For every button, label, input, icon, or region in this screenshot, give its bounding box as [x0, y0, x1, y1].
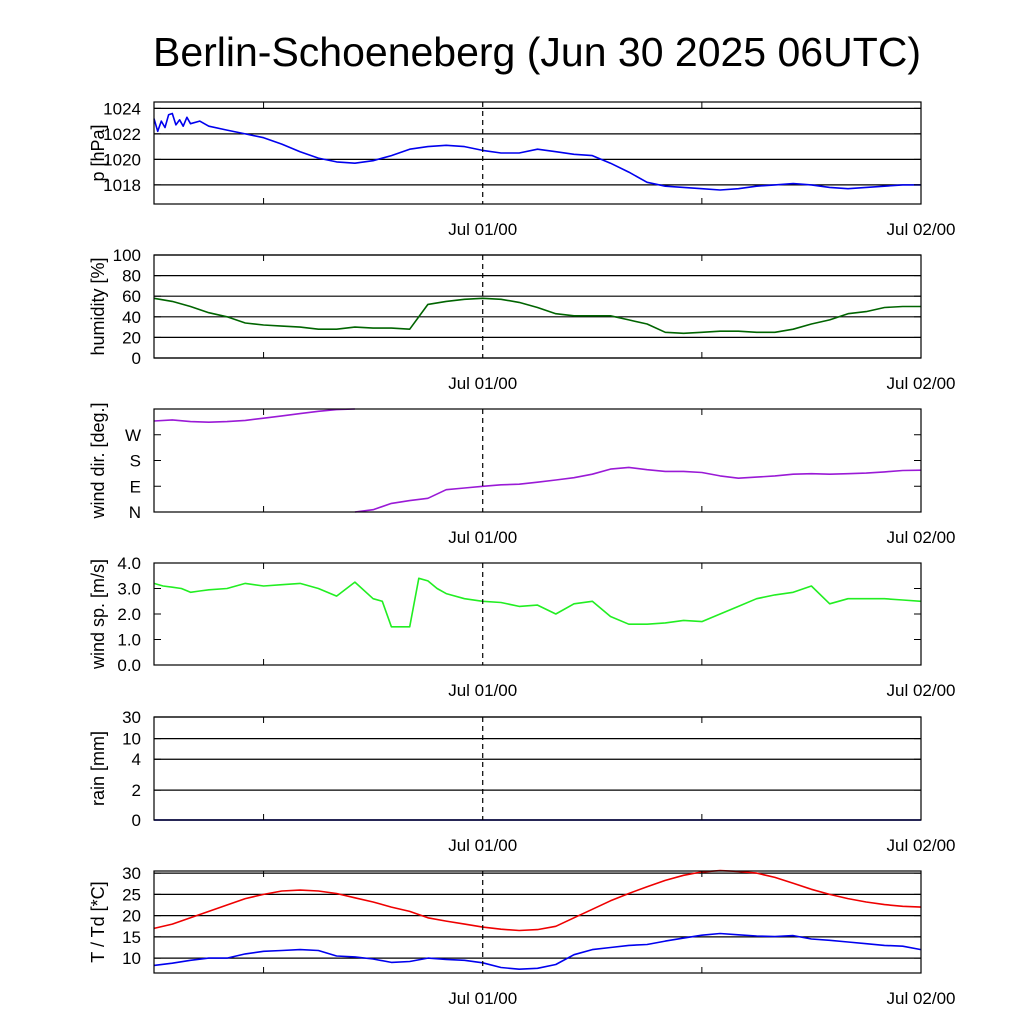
plot-frame	[153, 870, 922, 974]
y-tick-label: N	[129, 503, 141, 522]
series-line-1	[153, 112, 921, 191]
x-tick-label: Jul 01/00	[448, 374, 517, 393]
y-tick-label: 0.0	[117, 656, 141, 675]
series-line-2	[153, 932, 922, 970]
y-tick-label: 2.0	[117, 605, 141, 624]
y-tick-label: 40	[122, 308, 141, 327]
panel-4: 0.0 1.0 2.0 3.0 4.0 Jul 01/00 Jul 02/00 wind sp…	[88, 554, 956, 700]
y-tick-label: 25	[122, 885, 141, 904]
y-tick-label: 1022	[103, 125, 141, 144]
y-tick-label: 60	[122, 287, 141, 306]
y-tick-label: 10	[122, 949, 141, 968]
y-tick-label: S	[130, 452, 141, 471]
x-tick-label: Jul 02/00	[887, 528, 956, 547]
x-tick-label: Jul 02/00	[887, 374, 956, 393]
series-line-1	[153, 869, 922, 932]
panel-5: 0 2 410 30 Jul 01/00 Jul 02/00 rain [mm]	[88, 708, 956, 855]
y-tick-label: 3.0	[117, 580, 141, 599]
y-tick-label: 1.0	[117, 631, 141, 650]
plot-frame	[153, 562, 922, 666]
y-tick-label: E	[130, 477, 141, 496]
y-tick-label: 20	[122, 328, 141, 347]
series-line-1	[153, 408, 355, 423]
y-axis-label: p [hPa]	[88, 124, 108, 181]
y-tick-label: 30	[122, 864, 141, 883]
plot-frame	[153, 716, 922, 821]
plot-frame	[153, 408, 922, 513]
y-axis-label: T / Td [*C]	[88, 881, 108, 962]
y-tick-label: 100	[113, 246, 141, 265]
x-tick-label: Jul 01/00	[448, 220, 517, 239]
x-tick-label: Jul 02/00	[887, 836, 956, 855]
y-axis-label: rain [mm]	[88, 731, 108, 806]
y-tick-label: 2	[132, 781, 141, 800]
y-tick-label: 0	[132, 811, 141, 830]
y-tick-label: W	[125, 426, 141, 445]
chart-title: Berlin-Schoeneberg (Jun 30 2025 06UTC)	[153, 29, 921, 75]
x-tick-label: Jul 02/00	[887, 989, 956, 1008]
y-tick-label: 1024	[103, 99, 141, 118]
y-axis-label: wind dir. [deg.]	[88, 402, 108, 519]
x-tick-label: Jul 01/00	[448, 989, 517, 1008]
y-tick-label: 4	[132, 750, 141, 769]
y-tick-label: 20	[122, 907, 141, 926]
series-line-2	[354, 466, 922, 513]
y-tick-label: 15	[122, 928, 141, 947]
y-tick-label: 1018	[103, 176, 141, 195]
x-tick-label: Jul 02/00	[887, 681, 956, 700]
panel-6: 10 15 20 25 30 Jul 01/00 Jul 02/00 T / Td [*C]	[88, 864, 956, 1008]
x-tick-label: Jul 02/00	[887, 220, 956, 239]
y-tick-label: 1020	[103, 150, 141, 169]
y-tick-label: 80	[122, 267, 141, 286]
plot-frame	[153, 254, 922, 359]
y-tick-label: 4.0	[117, 554, 141, 573]
series-line-1	[153, 577, 922, 628]
x-tick-label: Jul 01/00	[448, 836, 517, 855]
y-tick-label: 0	[132, 349, 141, 368]
series-line-1	[153, 297, 921, 335]
y-axis-label: wind sp. [m/s]	[88, 559, 108, 670]
x-tick-label: Jul 01/00	[448, 681, 517, 700]
y-tick-label: 10	[122, 730, 141, 749]
panel-1: 1018 1020 1022 1024 Jul 01/00 Jul 02/00 p [hPa…	[88, 99, 956, 239]
y-tick-label: 30	[122, 708, 141, 727]
plot-frame	[153, 101, 922, 205]
y-axis-label: humidity [%]	[88, 257, 108, 355]
x-tick-label: Jul 01/00	[448, 528, 517, 547]
